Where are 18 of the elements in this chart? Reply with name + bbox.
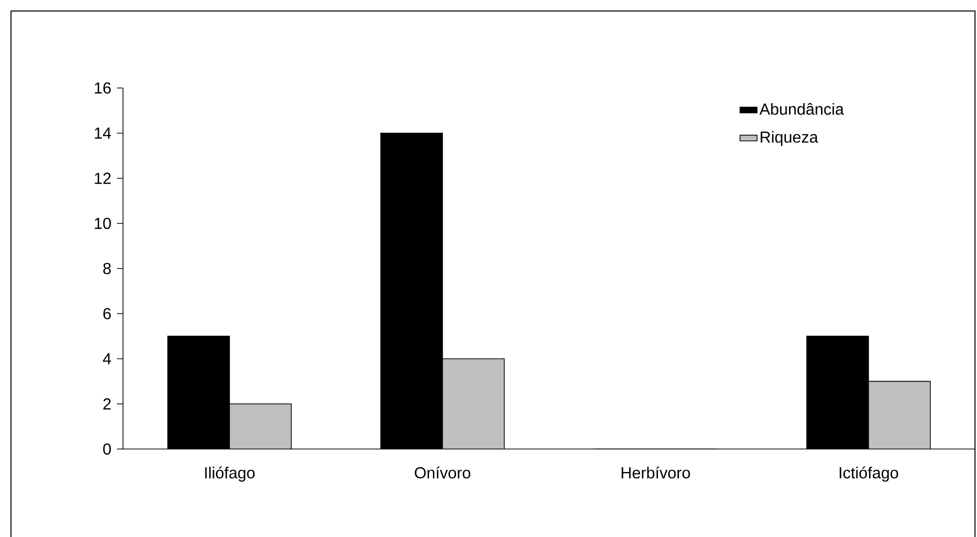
y-tick-label: 4 bbox=[102, 353, 112, 364]
y-tick-label: 0 bbox=[103, 443, 111, 455]
y-tick-label: 12 bbox=[94, 172, 111, 184]
legend-label: Riqueza bbox=[760, 131, 818, 146]
bar bbox=[868, 380, 931, 449]
legend-label: Abundância bbox=[759, 103, 844, 115]
bar bbox=[230, 404, 292, 449]
x-tick-label: Herbívoro bbox=[622, 466, 690, 478]
y-tick-label: 8 bbox=[103, 262, 111, 274]
y-tick-label: 6 bbox=[103, 308, 111, 320]
y-tick-label: 14 bbox=[94, 128, 112, 139]
x-tick-label: Onívoro bbox=[414, 466, 470, 478]
y-tick-label: 10 bbox=[94, 218, 111, 230]
x-tick-label: Ictiófago bbox=[840, 466, 898, 482]
x-tick-label: Iliófago bbox=[205, 466, 255, 482]
y-tick-label: 2 bbox=[103, 398, 111, 410]
y-tick-label: 16 bbox=[94, 82, 111, 94]
bar bbox=[442, 358, 504, 449]
